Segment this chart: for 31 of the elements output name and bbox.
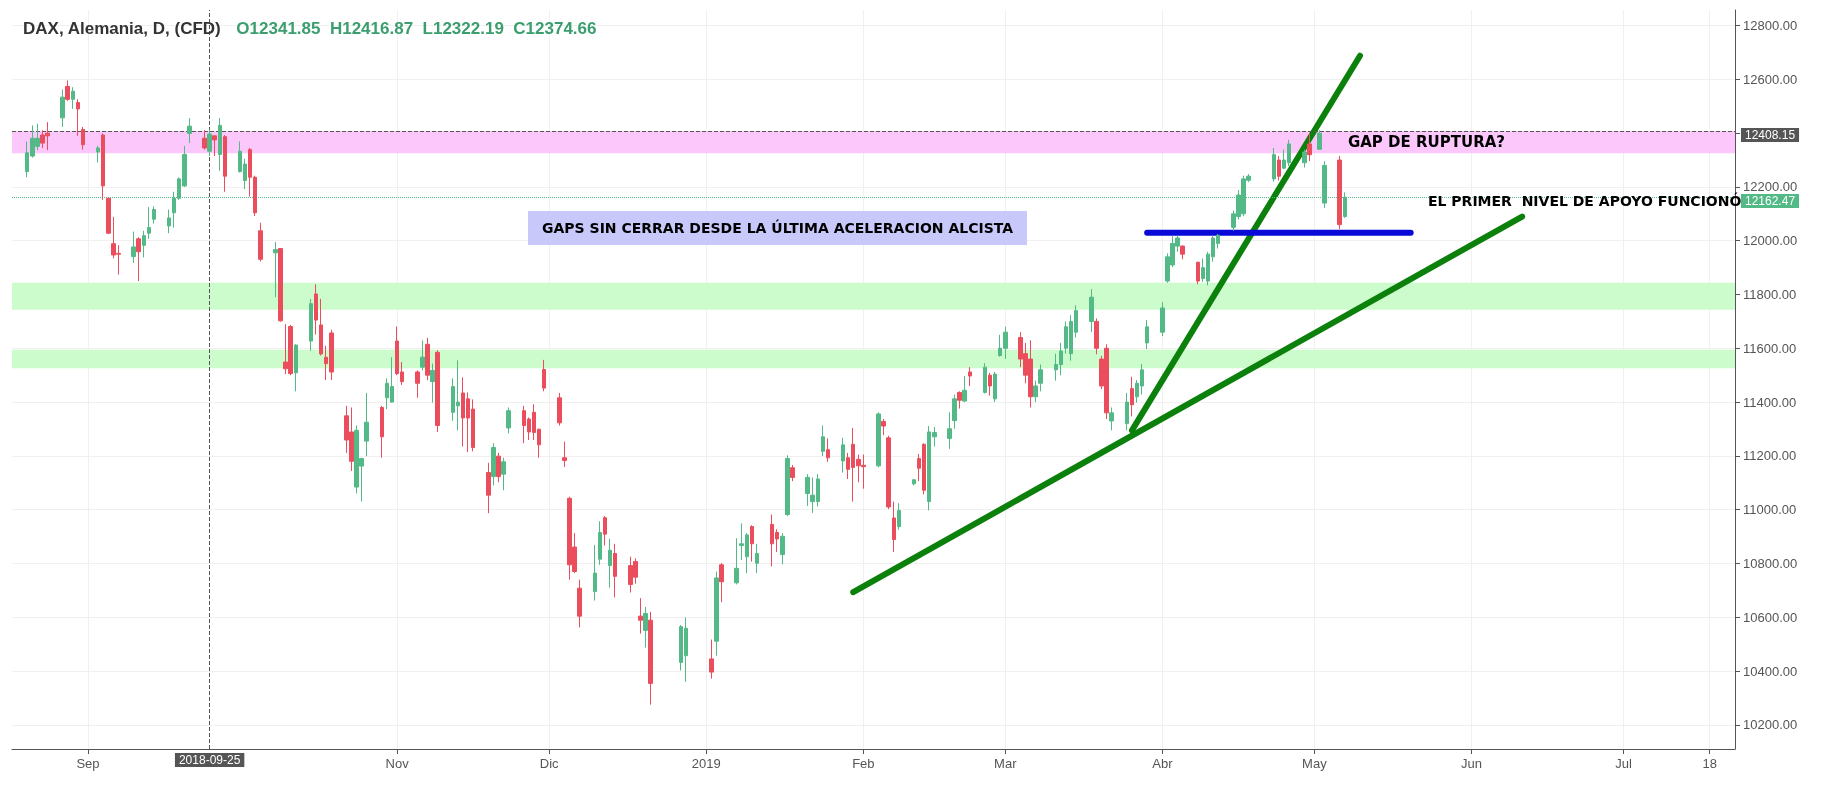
y-tick-label: 11000.00 bbox=[1743, 502, 1797, 518]
x-tick-label: Feb bbox=[852, 756, 875, 771]
x-tick-label: Sep bbox=[76, 756, 100, 771]
x-tick-label: Jul bbox=[1615, 756, 1632, 771]
y-tick-label: 10800.00 bbox=[1743, 555, 1798, 571]
x-tick-label: Mar bbox=[994, 756, 1018, 771]
y-tick-label: 11600.00 bbox=[1743, 340, 1797, 356]
y-tick-label: 12600.00 bbox=[1743, 71, 1798, 87]
y-tick-label: 12800.00 bbox=[1743, 18, 1798, 34]
text: DAX, Alemania, D, (CFD) bbox=[23, 18, 221, 38]
x-tick-label: Abr bbox=[1152, 756, 1174, 771]
ref-line-label: 12408.15 bbox=[1745, 127, 1796, 142]
y-tick-label: 10600.00 bbox=[1743, 609, 1798, 625]
x-tick-label: 18 bbox=[1702, 756, 1717, 771]
y-tick-label: 11400.00 bbox=[1743, 394, 1797, 410]
x-tick-label: May bbox=[1302, 756, 1328, 771]
ref-line-label: 2018-09-25 bbox=[178, 753, 241, 767]
y-tick-label: 10200.00 bbox=[1743, 717, 1798, 733]
y-tick-label: 10400.00 bbox=[1743, 663, 1798, 679]
y-tick-label: 12200.00 bbox=[1743, 179, 1798, 195]
annotation: GAPS SIN CERRAR DESDE LA ÚLTIMA ACELERACION ALCISTA bbox=[542, 219, 1014, 236]
x-tick-label: Dic bbox=[539, 756, 560, 771]
ref-line-label: 12162.47 bbox=[1745, 194, 1796, 209]
y-tick-label: 11800.00 bbox=[1743, 287, 1797, 303]
x-tick-label: Jun bbox=[1461, 756, 1482, 771]
y-tick-label: 12000.00 bbox=[1743, 233, 1798, 249]
y-tick-label: 11200.00 bbox=[1743, 448, 1797, 464]
x-tick-label: Nov bbox=[385, 756, 410, 771]
x-tick-label: 2019 bbox=[691, 756, 721, 771]
text: O12341.85 H12416.87 L12322.19 C12374.66 bbox=[236, 18, 597, 38]
band-label: GAP DE RUPTURA? bbox=[1347, 133, 1505, 152]
